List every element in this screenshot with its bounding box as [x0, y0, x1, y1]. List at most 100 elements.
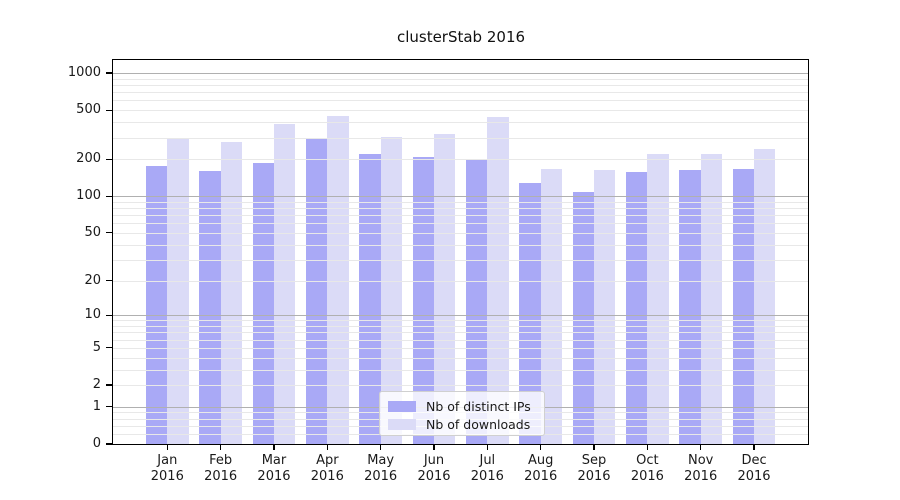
x-tick-label-apr: Apr 2016: [310, 453, 344, 484]
x-tick-label-nov: Nov 2016: [684, 453, 718, 484]
legend-swatch-distinct-ips: [388, 400, 416, 412]
gridline-minor: [113, 137, 809, 139]
gridline-minor: [113, 244, 809, 246]
legend-entry-distinct-ips: Nb of distinct IPs: [380, 397, 544, 415]
bar-distinct-ips-feb: [199, 170, 221, 444]
bar-downloads-nov: [700, 153, 723, 444]
y-tick-label: 1000: [67, 64, 101, 80]
bar-downloads-feb: [220, 141, 243, 444]
y-tick-mark: [106, 314, 113, 316]
y-tick-label: 10: [84, 307, 101, 323]
y-tick-label: 200: [76, 151, 101, 167]
bar-downloads-oct: [647, 154, 669, 444]
gridline-minor: [113, 347, 809, 349]
gridline-major: [113, 196, 809, 198]
y-tick-label: 20: [84, 272, 101, 288]
x-tick-mark: [326, 445, 328, 450]
gridline-minor: [113, 339, 809, 341]
legend-label: Nb of downloads: [426, 416, 531, 432]
gridline-minor: [113, 259, 809, 261]
gridline-minor: [113, 92, 809, 94]
gridline-minor: [113, 385, 809, 386]
x-tick-label-oct: Oct 2016: [630, 453, 664, 484]
y-tick-label: 100: [76, 188, 101, 204]
gridline-minor: [113, 201, 809, 203]
x-tick-mark: [593, 445, 595, 450]
x-tick-label-jun: Jun 2016: [417, 453, 451, 484]
x-tick-label-sep: Sep 2016: [577, 453, 611, 484]
y-tick-mark: [106, 443, 113, 445]
x-tick-mark: [540, 445, 542, 450]
y-tick-label: 0: [92, 436, 101, 451]
gridline-major: [113, 72, 809, 74]
bar-distinct-ips-may: [359, 153, 381, 444]
x-tick-label-jul: Jul 2016: [470, 453, 504, 484]
bar-downloads-jun: [434, 134, 456, 444]
gridline-minor: [113, 78, 809, 80]
gridline-minor: [113, 100, 809, 102]
x-tick-label-feb: Feb 2016: [204, 453, 238, 484]
y-tick-mark: [106, 384, 113, 386]
bar-downloads-apr: [327, 116, 349, 444]
gridline-minor: [113, 357, 809, 359]
gridline-minor: [113, 320, 809, 322]
y-tick-mark: [106, 406, 113, 408]
gridline-minor: [113, 122, 809, 124]
bar-downloads-mar: [273, 123, 296, 444]
legend: Nb of distinct IPs Nb of downloads: [379, 391, 545, 436]
y-tick-mark: [106, 109, 113, 111]
bar-distinct-ips-aug: [519, 183, 541, 444]
legend-entry-downloads: Nb of downloads: [380, 415, 544, 433]
gridline-minor: [113, 280, 809, 282]
y-tick-mark: [106, 279, 113, 282]
y-tick-label: 500: [76, 102, 101, 118]
y-tick-mark: [106, 195, 113, 197]
x-tick-mark: [433, 445, 435, 450]
gridline-minor: [113, 223, 809, 225]
x-tick-mark: [646, 445, 648, 450]
y-tick-label: 5: [92, 339, 101, 355]
gridline-minor: [113, 215, 809, 217]
gridline-minor: [113, 369, 809, 371]
bar-downloads-may: [380, 136, 403, 444]
gridline-minor: [113, 232, 809, 234]
gridline-minor: [113, 84, 809, 86]
bar-downloads-jan: [167, 138, 189, 444]
x-tick-mark: [486, 445, 488, 450]
x-tick-label-mar: Mar 2016: [257, 453, 291, 484]
bar-distinct-ips-jun: [412, 157, 434, 444]
bar-distinct-ips-oct: [625, 172, 648, 444]
x-tick-label-aug: Aug 2016: [524, 453, 558, 484]
gridline-major: [113, 315, 809, 317]
x-tick-label-may: May 2016: [364, 453, 398, 484]
bar-downloads-aug: [540, 169, 563, 444]
x-tick-mark: [380, 445, 382, 450]
gridline-minor: [113, 110, 809, 112]
x-tick-label-dec: Dec 2016: [737, 453, 771, 484]
gridline-minor: [113, 208, 809, 210]
x-tick-label-jan: Jan 2016: [150, 453, 184, 484]
bar-distinct-ips-nov: [679, 170, 701, 444]
bar-distinct-ips-dec: [732, 168, 755, 444]
bar-downloads-jul: [487, 116, 509, 444]
gridline-minor: [113, 159, 809, 161]
x-tick-mark: [700, 445, 702, 450]
gridline-minor: [113, 332, 809, 334]
y-tick-mark: [106, 347, 113, 349]
gridline-minor: [113, 326, 809, 327]
x-tick-mark: [753, 445, 755, 450]
y-tick-mark: [106, 72, 113, 74]
y-tick-mark: [106, 158, 113, 160]
y-tick-label: 50: [84, 224, 101, 240]
x-tick-mark: [273, 445, 275, 450]
bar-distinct-ips-jul: [465, 160, 488, 444]
legend-label: Nb of distinct IPs: [426, 398, 531, 414]
y-tick-mark: [106, 232, 113, 234]
bar-distinct-ips-jan: [145, 166, 168, 444]
x-tick-mark: [166, 445, 168, 450]
y-tick-label: 2: [92, 377, 101, 392]
